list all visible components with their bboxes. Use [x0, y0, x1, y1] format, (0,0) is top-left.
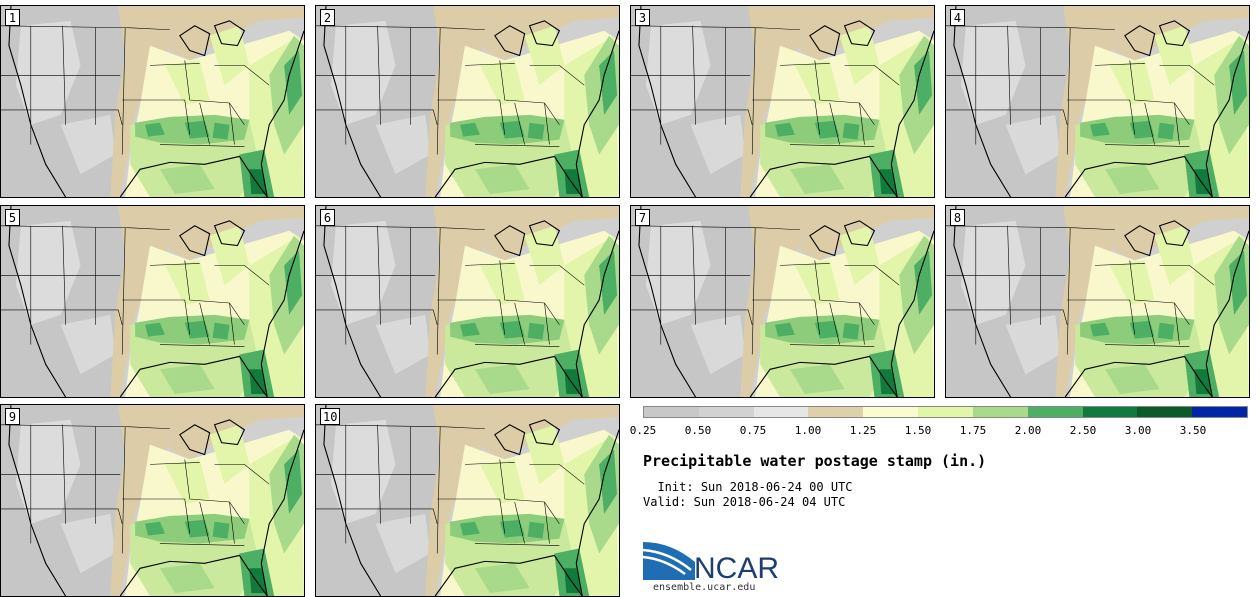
- colorbar-tick-label: 0.25: [629, 424, 657, 437]
- panel-number: 6: [320, 209, 335, 226]
- colorbar-swatch: [1082, 407, 1138, 417]
- colorbar-tick-label: 1.75: [959, 424, 987, 437]
- colorbar-tick-label: 2.50: [1069, 424, 1097, 437]
- colorbar-swatch: [972, 407, 1028, 417]
- panel-number: 3: [635, 9, 650, 26]
- member-map-panel: 10: [315, 404, 620, 597]
- valid-value: Sun 2018-06-24 04 UTC: [693, 495, 846, 509]
- colorbar-swatch: [1137, 407, 1193, 417]
- map-title: Precipitable water postage stamp (in.): [643, 452, 987, 470]
- valid-label: Valid:: [643, 495, 687, 509]
- panel-number: 10: [320, 408, 341, 425]
- member-map-panel: 6: [315, 205, 620, 398]
- colorbar-tick-label: 3.50: [1179, 424, 1207, 437]
- colorbar-tick-label: 1.25: [849, 424, 877, 437]
- precipitable-water-map: [316, 405, 619, 596]
- panel-number: 1: [5, 9, 20, 26]
- precipitable-water-map: [1, 405, 304, 596]
- panel-number: 8: [950, 209, 965, 226]
- colorbar: [643, 406, 1248, 418]
- colorbar-tick-label: 1.50: [904, 424, 932, 437]
- member-map-panel: 9: [0, 404, 305, 597]
- colorbar-swatch: [808, 407, 864, 417]
- member-map-panel: 1: [0, 5, 305, 198]
- ncar-logo: NCAR: [641, 540, 791, 586]
- colorbar-tick-label: 3.00: [1124, 424, 1152, 437]
- precipitable-water-map: [631, 6, 934, 197]
- panel-number: 7: [635, 209, 650, 226]
- member-map-panel: 4: [945, 5, 1250, 198]
- member-map-panel: 3: [630, 5, 935, 198]
- colorbar-swatch: [918, 407, 973, 417]
- colorbar-tick-label: 1.00: [794, 424, 822, 437]
- precipitable-water-map: [316, 6, 619, 197]
- valid-line: Valid: Sun 2018-06-24 04 UTC: [643, 495, 845, 509]
- site-url: ensemble.ucar.edu: [653, 582, 756, 593]
- panel-number: 9: [5, 408, 20, 425]
- colorbar-swatch: [698, 407, 754, 417]
- precipitable-water-map: [1, 6, 304, 197]
- precipitable-water-map: [316, 206, 619, 397]
- panel-number: 4: [950, 9, 965, 26]
- panel-number: 2: [320, 9, 335, 26]
- colorbar-swatch: [863, 407, 919, 417]
- colorbar-tick-label: 2.00: [1014, 424, 1042, 437]
- precipitable-water-map: [946, 206, 1249, 397]
- colorbar-swatch: [753, 407, 809, 417]
- init-label: Init:: [657, 480, 694, 494]
- precipitable-water-map: [631, 206, 934, 397]
- colorbar-tick-label: 0.75: [739, 424, 767, 437]
- colorbar-swatch: [644, 407, 699, 417]
- panel-number: 5: [5, 209, 20, 226]
- member-map-panel: 2: [315, 5, 620, 198]
- colorbar-swatch: [1192, 407, 1247, 417]
- colorbar-tick-label: 0.50: [684, 424, 712, 437]
- init-value: Sun 2018-06-24 00 UTC: [700, 480, 853, 494]
- colorbar-swatch: [1027, 407, 1083, 417]
- member-map-panel: 8: [945, 205, 1250, 398]
- precipitable-water-map: [1, 206, 304, 397]
- init-line: Init: Sun 2018-06-24 00 UTC: [643, 480, 853, 494]
- member-map-panel: 5: [0, 205, 305, 398]
- logo-text: NCAR: [694, 552, 779, 582]
- member-map-panel: 7: [630, 205, 935, 398]
- precipitable-water-map: [946, 6, 1249, 197]
